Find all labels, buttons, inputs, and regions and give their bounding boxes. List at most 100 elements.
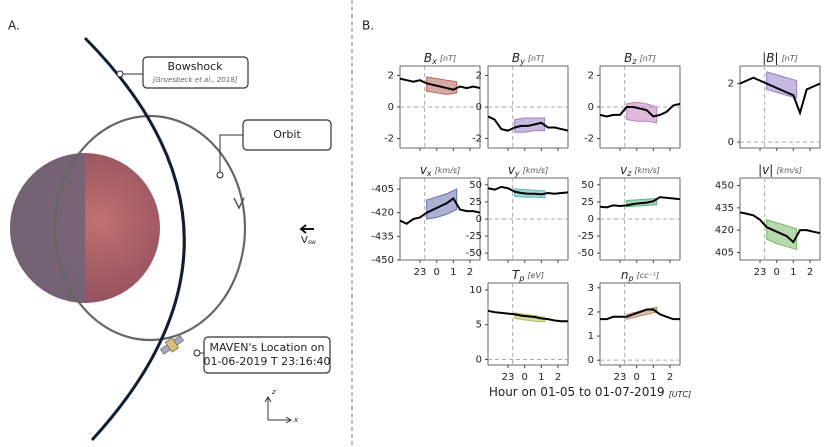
- title-symbol: v: [620, 163, 628, 177]
- x-tick-label: 1: [450, 267, 456, 278]
- orbit-label: Orbit: [273, 128, 301, 141]
- subplot-title: By [nT]: [512, 51, 544, 66]
- data-trace: [739, 76, 821, 117]
- data-trace: [487, 185, 569, 196]
- x-tick-label: 2: [467, 267, 473, 278]
- subplot: By [nT] -2 0 2: [472, 51, 569, 151]
- title-sub: p: [518, 274, 524, 283]
- y-tick-label: 10: [469, 285, 482, 296]
- plot-frame: [487, 65, 569, 149]
- title-unit: [km/s]: [435, 166, 461, 175]
- x-tick-label: 23: [614, 372, 627, 383]
- data-trace: [739, 211, 821, 244]
- data-trace: [399, 197, 481, 225]
- panel-label: A.: [8, 19, 20, 33]
- title-sub: y: [514, 169, 520, 178]
- y-tick-label: 50: [581, 180, 594, 191]
- y-tick-label: -435: [371, 231, 394, 242]
- vsw-sub: sw: [308, 239, 316, 246]
- y-tick-label: 435: [715, 203, 734, 214]
- title-symbol: |B|: [762, 51, 778, 65]
- subplot-title: vx [km/s]: [420, 163, 460, 178]
- title-symbol: v: [508, 163, 516, 177]
- plot-frame: [487, 282, 569, 366]
- title-symbol: n: [621, 268, 629, 282]
- uncertainty-band: [426, 76, 458, 95]
- title-sub: z: [631, 57, 637, 66]
- y-tick-label: 2: [588, 70, 594, 81]
- title-sub: y: [519, 57, 525, 66]
- y-tick-label: -25: [466, 231, 482, 242]
- y-tick-label: -50: [466, 248, 482, 259]
- y-tick-label: 0: [388, 102, 394, 113]
- data-trace: [487, 115, 569, 132]
- bowshock-curve: [83, 36, 186, 442]
- subplot: Bx [nT] -2 0 2: [384, 51, 481, 151]
- y-tick-label: 50: [469, 180, 482, 191]
- subplot-title: vz [km/s]: [620, 163, 660, 178]
- y-tick-label: 420: [715, 225, 734, 236]
- title-unit: [nT]: [440, 54, 456, 63]
- subplot: vz [km/s] 50 25 0 -25 -50: [578, 163, 681, 263]
- y-tick-label: -2: [472, 134, 482, 145]
- title-symbol: v: [420, 163, 428, 177]
- maven-time: 01-06-2019 T 23:16:40: [203, 355, 330, 368]
- orbit: [53, 114, 247, 342]
- y-tick-label: 0: [588, 102, 594, 113]
- bowshock-label: Bowshock: [167, 60, 223, 73]
- title-unit: [cc⁻¹]: [637, 271, 659, 280]
- x-tick-label: 0: [633, 372, 639, 383]
- subplot: vy [km/s] 50 25 0 -25 -50: [466, 163, 569, 263]
- y-tick-label: 2: [388, 70, 394, 81]
- x-tick-label: 23: [754, 267, 767, 278]
- x-tick-label: 1: [790, 267, 796, 278]
- bowshock-ref: [Gruesbeck et al., 2018]: [152, 76, 237, 84]
- subplot-title: Tp [eV]: [512, 268, 544, 283]
- panel-label: B.: [362, 19, 374, 33]
- y-tick-label: -50: [578, 248, 594, 259]
- plot-frame: [739, 177, 821, 261]
- data-trace: [399, 77, 481, 91]
- subplot: |v| [km/s] 450 435 420 405 23 0 1 2: [715, 163, 821, 278]
- x-tick-label: 2: [807, 267, 813, 278]
- vsw-label: Vsw: [301, 235, 316, 246]
- title-unit: [km/s]: [634, 166, 660, 175]
- title-unit: [nT]: [782, 54, 798, 63]
- data-trace: [600, 308, 680, 321]
- title-unit: [km/s]: [523, 166, 549, 175]
- data-trace: [599, 196, 681, 209]
- y-tick-label: -2: [584, 134, 594, 145]
- y-tick-label: 2: [476, 70, 482, 81]
- bowshock-box: [142, 56, 249, 89]
- subplot-title: Bx [nT]: [424, 51, 456, 66]
- x-axis-title: Hour on 01-05 to 01-07-2019 [UTC]: [489, 385, 691, 399]
- title-symbol: |v|: [758, 163, 773, 177]
- bowshock-pointer: [116, 70, 124, 78]
- y-tick-label: 0: [476, 102, 482, 113]
- maven-label: MAVEN's Location on: [210, 341, 325, 354]
- y-tick-label: -25: [578, 231, 594, 242]
- subplot: |B| [nT] 0 2: [728, 51, 821, 151]
- y-tick-label: 25: [469, 197, 482, 208]
- y-tick-label: 0: [588, 355, 594, 366]
- x-tick-label: 23: [502, 372, 515, 383]
- y-tick-label: -450: [371, 255, 394, 266]
- y-tick-label: 1: [588, 331, 594, 342]
- plot-frame: [599, 177, 681, 261]
- y-tick-label: -420: [371, 208, 394, 219]
- subplot: Bz [nT] -2 0 2: [584, 51, 681, 151]
- subplot-title: vy [km/s]: [508, 163, 548, 178]
- maven-box: [203, 336, 331, 374]
- y-tick-label: 0: [728, 137, 734, 148]
- title-unit: [km/s]: [776, 166, 802, 175]
- axes-indicator: [264, 396, 292, 424]
- y-tick-label: 0: [476, 214, 482, 225]
- vsw-symbol: V: [301, 235, 308, 246]
- y-tick-label: 2: [588, 307, 594, 318]
- y-tick-label: 0: [476, 354, 482, 365]
- subplot-title: np [cc⁻¹]: [621, 268, 659, 283]
